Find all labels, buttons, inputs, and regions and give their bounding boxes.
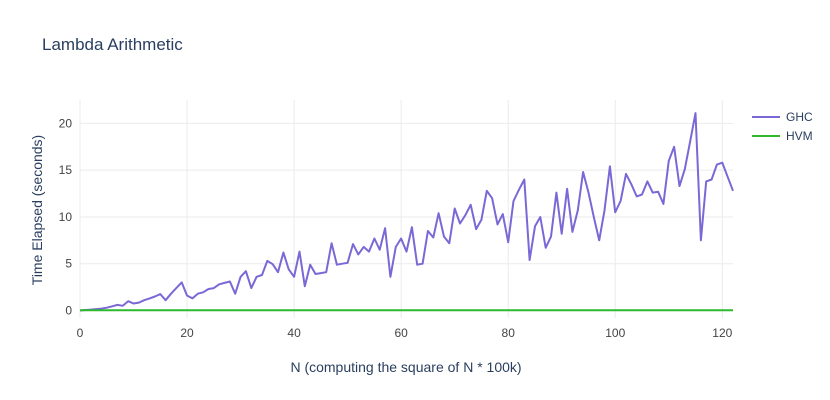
x-axis-label: N (computing the square of N * 100k) xyxy=(290,359,521,375)
x-tick-label: 40 xyxy=(287,326,301,340)
y-tick-label: 20 xyxy=(59,116,73,130)
legend-item-ghc[interactable]: GHC xyxy=(752,110,813,124)
y-axis-label: Time Elapsed (seconds) xyxy=(29,135,45,285)
tick-labels: 0 20 40 60 80 100 120 0 5 10 15 20 xyxy=(59,116,733,340)
y-tick-label: 5 xyxy=(65,257,72,271)
x-tick-label: 120 xyxy=(712,326,732,340)
y-tick-label: 0 xyxy=(65,304,72,318)
series-line-ghc[interactable] xyxy=(79,112,734,312)
x-tick-label: 100 xyxy=(605,326,625,340)
legend-label: GHC xyxy=(786,110,813,124)
x-tick-label: 0 xyxy=(77,326,84,340)
x-tick-label: 20 xyxy=(180,326,194,340)
legend-label: HVM xyxy=(786,129,813,143)
series-lines xyxy=(79,112,734,312)
y-tick-label: 15 xyxy=(59,163,73,177)
legend[interactable]: GHC HVM xyxy=(752,110,813,143)
y-tick-label: 10 xyxy=(59,210,73,224)
legend-item-hvm[interactable]: HVM xyxy=(752,129,813,143)
chart-title: Lambda Arithmetic xyxy=(42,35,183,54)
x-tick-label: 60 xyxy=(394,326,408,340)
x-tick-label: 80 xyxy=(502,326,516,340)
